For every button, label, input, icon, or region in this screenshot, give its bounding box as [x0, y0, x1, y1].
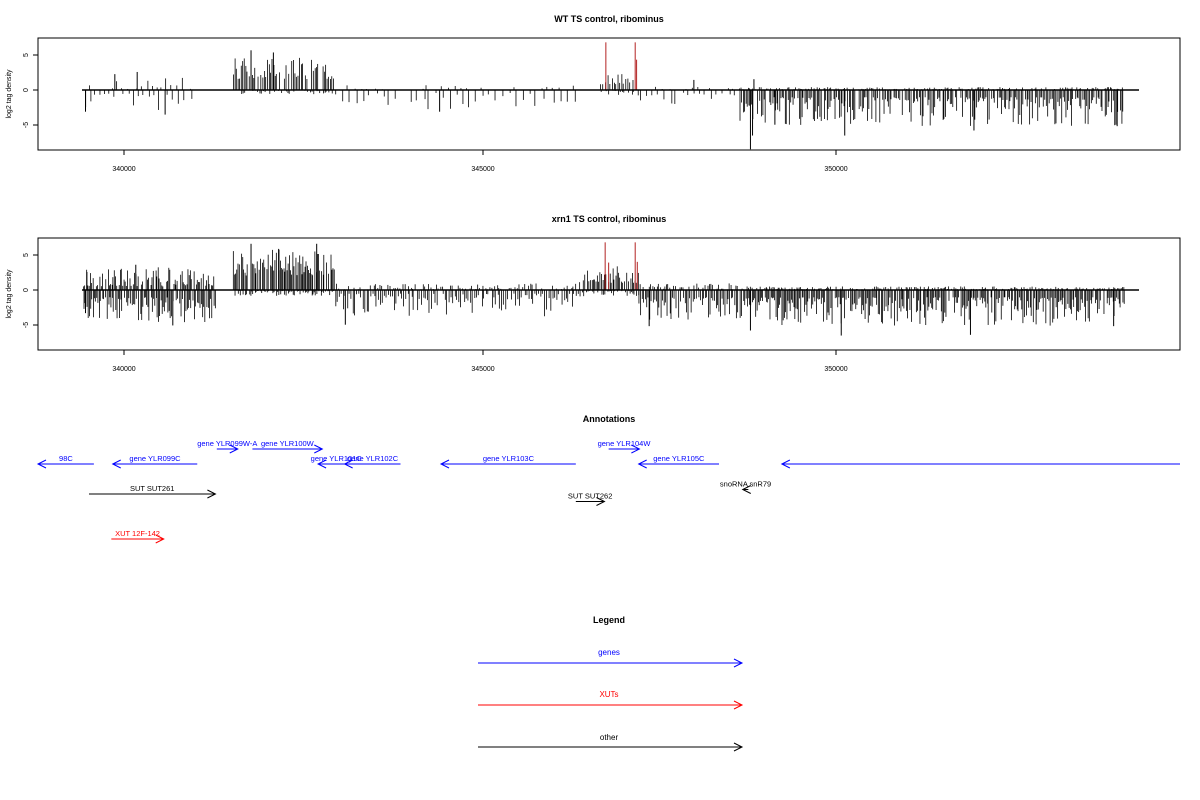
annotation-feature-other: SUT SUT262 — [568, 492, 612, 506]
feature-arrow-head — [631, 444, 641, 454]
legend-item-genes: genes — [478, 648, 744, 668]
xrn1-ytick-label: -5 — [23, 322, 30, 328]
xrn1-x-axis: 340000 345000 350000 — [112, 350, 848, 373]
feature-label: gene YLR099C — [129, 454, 181, 463]
legend-other-arrow-head — [733, 742, 744, 752]
wt-xtick-label: 350000 — [824, 166, 847, 173]
annotation-feature-gene: gene YLR099W-A — [197, 439, 257, 454]
annotation-feature-gene: gene YLR104W — [598, 439, 652, 454]
feature-arrow-head — [596, 497, 606, 506]
xrn1-chart-title: xrn1 TS control, ribominus — [552, 214, 667, 224]
xrn1-ytick-label: 5 — [23, 253, 30, 257]
xrn1-density-bars — [83, 242, 1125, 336]
wt-xtick-label: 340000 — [112, 166, 135, 173]
legend-panel: Legend genes XUTs other — [478, 615, 744, 752]
xrn1-y-axis: 5 0 -5 — [23, 253, 38, 328]
annotations-title: Annotations — [583, 414, 636, 424]
feature-label: gene YLR103C — [483, 454, 535, 463]
wt-plot-frame — [37, 37, 1181, 151]
annotation-feature-gene: gene YLR103C — [439, 454, 576, 469]
feature-label: XUT 12F-142 — [115, 529, 160, 538]
feature-label: 98C — [59, 454, 73, 463]
wt-density-panel: WT TS control, ribominus log2 tag densit… — [6, 14, 1181, 173]
xrn1-xtick-label: 350000 — [824, 366, 847, 373]
wt-ytick-label: -5 — [23, 122, 30, 128]
xrn1-plot-frame — [37, 237, 1181, 351]
annotations-panel: Annotations 98C gene YLR099C gene YLR099W-… — [36, 414, 1180, 544]
xrn1-ytick-label: 0 — [23, 288, 30, 292]
legend-label: genes — [598, 648, 620, 657]
feature-label: SUT SUT262 — [568, 492, 612, 501]
feature-arrow-head — [229, 444, 239, 454]
feature-label: gene YLR104W — [598, 439, 652, 448]
feature-label: SUT SUT261 — [130, 484, 174, 493]
feature-arrow-head — [207, 489, 217, 499]
annotation-feature-xut: XUT 12F-142 — [111, 529, 165, 544]
annotation-tracks: 98C gene YLR099C gene YLR099W-A gene YLR100… — [36, 439, 1180, 544]
annotation-feature-gene — [780, 459, 1180, 469]
legend-title: Legend — [593, 615, 625, 625]
feature-arrow-head — [111, 459, 121, 469]
wt-density-bars — [84, 42, 1124, 150]
xrn1-ylabel: log2 tag density — [6, 269, 13, 319]
feature-label: gene YLR102C — [347, 454, 399, 463]
legend-item-other: other — [478, 733, 744, 752]
feature-arrow-head — [314, 444, 324, 454]
feature-arrow-head — [741, 485, 751, 494]
annotation-feature-gene: gene YLR099C — [111, 454, 198, 469]
feature-arrow-head — [343, 459, 353, 469]
xrn1-density-panel: xrn1 TS control, ribominus log2 tag dens… — [6, 214, 1181, 373]
feature-label: gene YLR100W — [261, 439, 315, 448]
wt-y-axis: 5 0 -5 — [23, 53, 38, 128]
feature-label: gene YLR105C — [653, 454, 705, 463]
wt-xtick-label: 345000 — [471, 166, 494, 173]
feature-arrow-head — [637, 459, 647, 469]
feature-label: gene YLR099W-A — [197, 439, 257, 448]
feature-label: gene YLR101C — [311, 454, 363, 463]
wt-ytick-label: 5 — [23, 53, 30, 57]
annotation-feature-other: snoRNA snR79 — [720, 480, 771, 494]
annotation-feature-gene: gene YLR100W — [252, 439, 324, 454]
legend-label: XUTs — [599, 690, 618, 699]
annotation-feature-gene: gene YLR102C — [343, 454, 401, 469]
feature-arrow-head — [36, 459, 47, 469]
wt-x-axis: 340000 345000 350000 — [112, 150, 848, 173]
legend-genes-arrow-head — [733, 658, 744, 668]
wt-chart-title: WT TS control, ribominus — [554, 14, 664, 24]
annotation-feature-gene: gene YLR105C — [637, 454, 720, 469]
xrn1-xtick-label: 340000 — [112, 366, 135, 373]
feature-arrow-head — [155, 534, 165, 544]
wt-ytick-label: 0 — [23, 88, 30, 92]
feature-arrow-head — [780, 459, 791, 469]
legend-xuts-arrow-head — [733, 700, 744, 710]
annotation-feature-other: SUT SUT261 — [88, 484, 217, 499]
feature-arrow-head — [439, 459, 450, 469]
legend-item-xuts: XUTs — [478, 690, 744, 710]
wt-ylabel: log2 tag density — [6, 69, 13, 119]
feature-arrow-head — [316, 459, 327, 469]
annotation-feature-gene: 98C — [36, 454, 94, 469]
feature-label: snoRNA snR79 — [720, 480, 771, 489]
legend-label: other — [600, 733, 619, 742]
xrn1-xtick-label: 345000 — [471, 366, 494, 373]
